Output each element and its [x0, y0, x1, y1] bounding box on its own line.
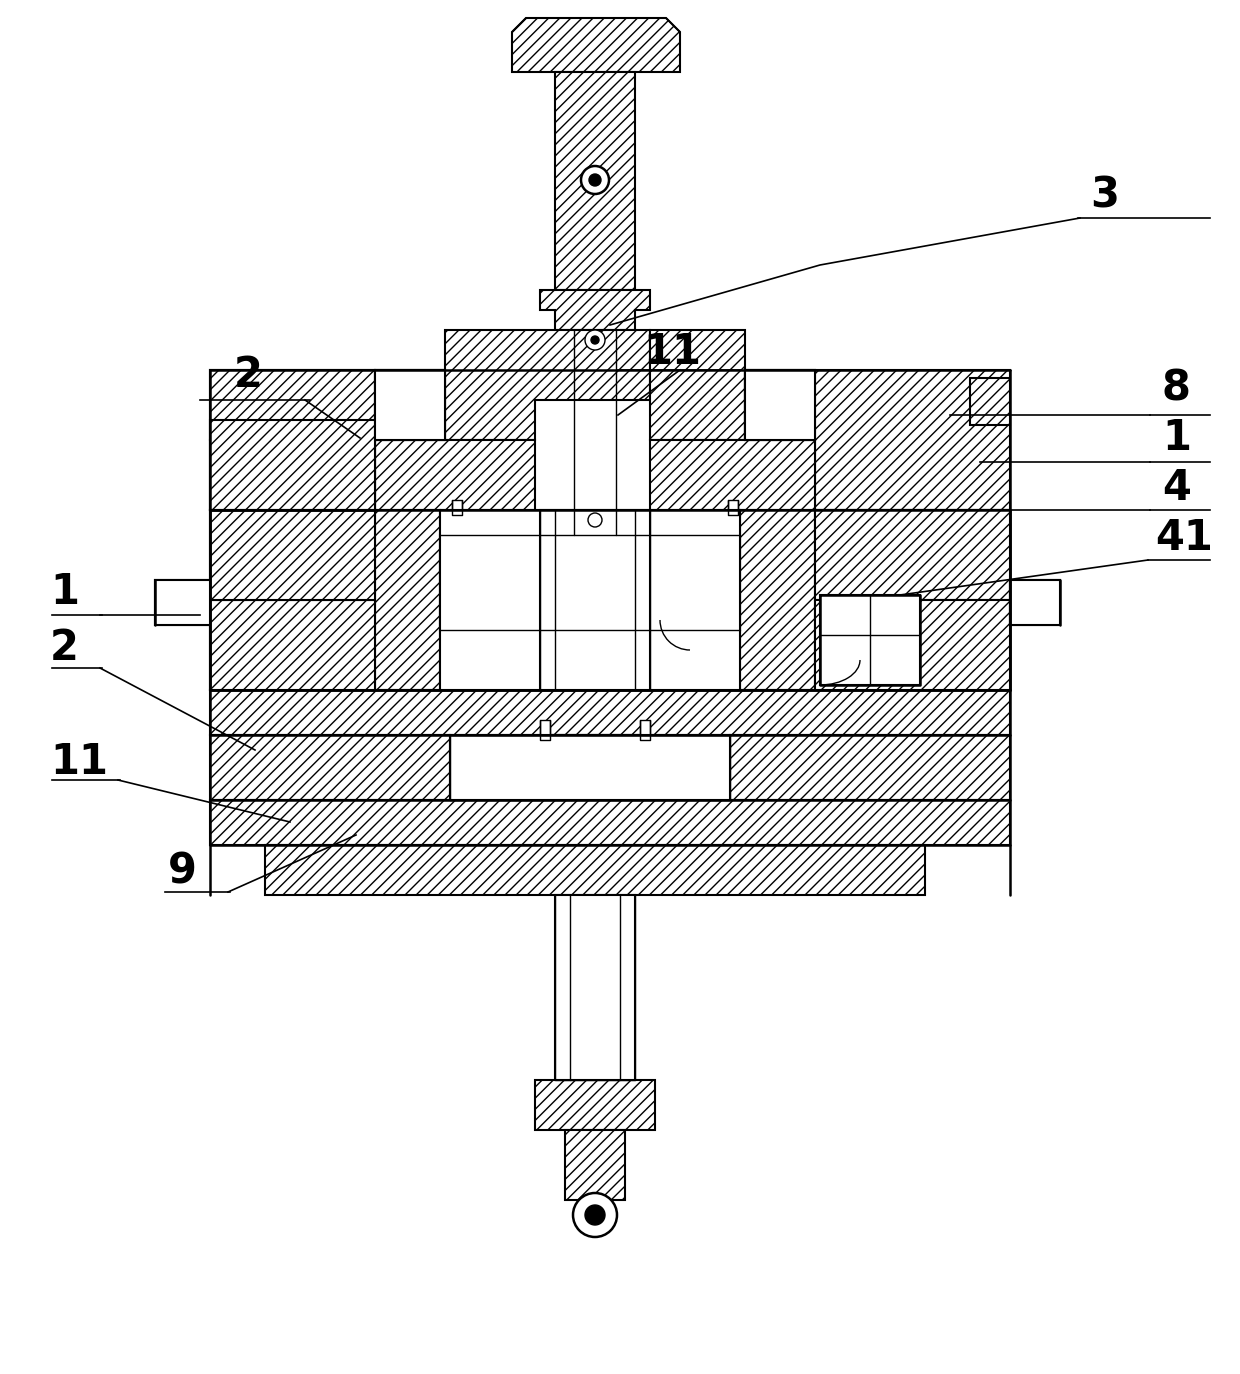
Polygon shape — [820, 595, 920, 686]
Polygon shape — [650, 330, 745, 440]
Text: 8: 8 — [1162, 367, 1190, 409]
Polygon shape — [539, 735, 650, 800]
Circle shape — [588, 513, 601, 528]
Polygon shape — [556, 894, 635, 1080]
Text: 1: 1 — [1162, 416, 1190, 459]
Polygon shape — [374, 510, 440, 690]
Polygon shape — [445, 330, 650, 440]
Polygon shape — [539, 510, 650, 690]
Polygon shape — [1011, 580, 1060, 625]
Polygon shape — [265, 845, 925, 894]
Polygon shape — [450, 735, 730, 800]
Text: 9: 9 — [167, 851, 196, 893]
Polygon shape — [534, 1080, 655, 1129]
Polygon shape — [539, 290, 650, 330]
Polygon shape — [970, 378, 1011, 425]
Circle shape — [573, 1193, 618, 1237]
Polygon shape — [745, 370, 815, 440]
Polygon shape — [155, 580, 210, 625]
Circle shape — [589, 174, 601, 185]
Polygon shape — [1011, 580, 1060, 625]
Polygon shape — [374, 370, 445, 440]
Polygon shape — [210, 510, 374, 690]
Polygon shape — [728, 500, 738, 515]
Polygon shape — [210, 600, 374, 690]
Polygon shape — [640, 720, 650, 741]
Text: 1: 1 — [50, 572, 79, 613]
Circle shape — [591, 337, 599, 344]
Polygon shape — [210, 440, 374, 510]
Polygon shape — [650, 440, 815, 510]
Polygon shape — [815, 510, 1011, 690]
Text: 11: 11 — [644, 331, 701, 372]
Text: 3: 3 — [1090, 174, 1118, 216]
Polygon shape — [210, 735, 450, 800]
Text: 2: 2 — [233, 354, 263, 396]
Polygon shape — [815, 600, 1011, 690]
Polygon shape — [730, 735, 1011, 800]
Polygon shape — [556, 71, 635, 290]
Polygon shape — [815, 510, 1011, 600]
Text: 4: 4 — [1162, 467, 1190, 508]
Polygon shape — [210, 800, 1011, 845]
Polygon shape — [453, 500, 463, 515]
Polygon shape — [374, 440, 534, 510]
Polygon shape — [740, 510, 815, 690]
Polygon shape — [745, 370, 815, 440]
Polygon shape — [210, 370, 445, 510]
Polygon shape — [539, 720, 551, 741]
Polygon shape — [565, 1129, 625, 1200]
Circle shape — [585, 330, 605, 350]
Polygon shape — [440, 510, 740, 690]
Text: 11: 11 — [50, 741, 108, 783]
Circle shape — [582, 166, 609, 194]
Polygon shape — [210, 370, 374, 440]
Polygon shape — [210, 510, 374, 600]
Text: 41: 41 — [1154, 517, 1213, 559]
Text: 2: 2 — [50, 627, 79, 669]
Polygon shape — [820, 595, 870, 686]
Polygon shape — [374, 370, 445, 440]
Polygon shape — [210, 420, 374, 510]
Polygon shape — [440, 534, 539, 631]
Polygon shape — [745, 370, 1011, 510]
Polygon shape — [210, 690, 1011, 735]
Polygon shape — [512, 18, 680, 71]
Polygon shape — [650, 534, 740, 631]
Circle shape — [585, 1205, 605, 1226]
Polygon shape — [155, 580, 210, 625]
